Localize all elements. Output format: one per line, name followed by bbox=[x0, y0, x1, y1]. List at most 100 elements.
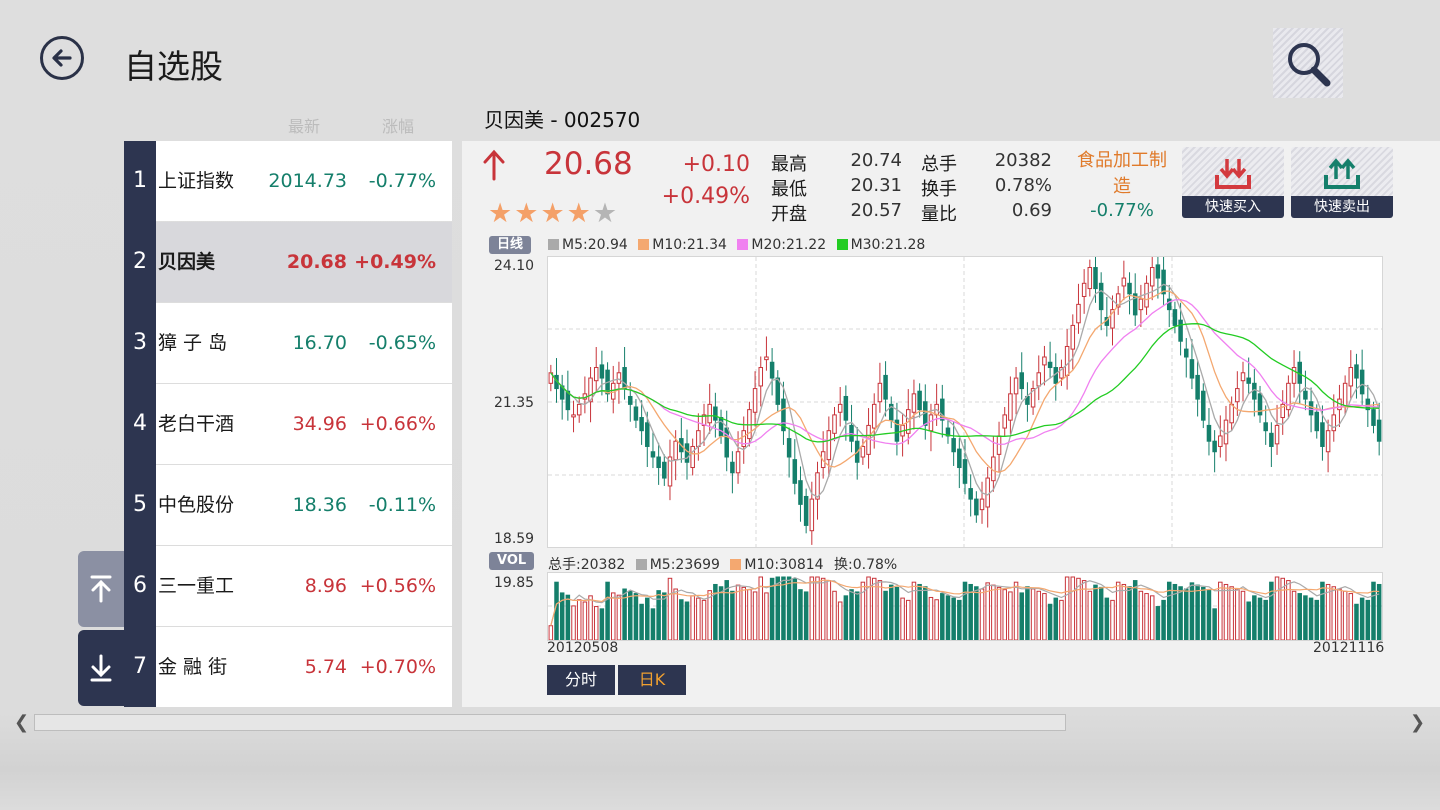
volume-bar bbox=[826, 580, 832, 640]
volume-bar bbox=[968, 583, 973, 640]
volume-bar bbox=[1325, 583, 1331, 640]
quick-buy-button[interactable]: 快速买入 bbox=[1182, 147, 1284, 218]
candle bbox=[593, 367, 599, 382]
volume-m10-legend: M10:30814 bbox=[744, 557, 824, 573]
y-tick-low: 18.59 bbox=[494, 531, 535, 547]
watchlist-row[interactable]: 4 老白干酒 34.96 +0.66% bbox=[124, 384, 452, 464]
candle bbox=[656, 456, 661, 469]
back-button[interactable] bbox=[40, 36, 84, 80]
stock-price: 16.70 bbox=[292, 332, 347, 354]
volume-bar bbox=[639, 603, 644, 640]
change-percent: +0.49% bbox=[661, 184, 750, 209]
watchlist-row[interactable]: 6 三一重工 8.96 +0.56% bbox=[124, 546, 452, 626]
volume-bar bbox=[1331, 586, 1337, 640]
volume-chart[interactable] bbox=[547, 572, 1383, 641]
scroll-to-top-button[interactable] bbox=[78, 551, 124, 627]
industry-name[interactable]: 食品加工制造 bbox=[1077, 150, 1167, 197]
stock-change: -0.11% bbox=[368, 494, 436, 516]
volume-bar bbox=[690, 595, 695, 640]
volume-bar bbox=[803, 591, 809, 640]
star-empty-icon: ★ bbox=[592, 198, 620, 229]
volume-bar bbox=[707, 590, 712, 640]
volume-bar bbox=[957, 599, 962, 640]
volume-bar bbox=[962, 581, 968, 640]
industry-change: -0.77% bbox=[1090, 200, 1154, 221]
candle bbox=[883, 374, 888, 400]
watchlist-row[interactable]: 5 中色股份 18.36 -0.11% bbox=[124, 465, 452, 545]
horizontal-scrollbar[interactable] bbox=[34, 714, 1066, 731]
candle bbox=[815, 472, 820, 500]
scroll-left-icon[interactable]: ❮ bbox=[14, 712, 30, 733]
candle bbox=[1229, 403, 1234, 424]
ma30-legend: M30:21.28 bbox=[850, 237, 926, 253]
volume-bar bbox=[866, 576, 871, 640]
volume-bar bbox=[1263, 599, 1268, 640]
candle bbox=[1178, 319, 1183, 342]
ma5-line bbox=[550, 283, 1380, 498]
stock-change: +0.66% bbox=[359, 413, 436, 435]
search-icon bbox=[1288, 43, 1331, 87]
change-absolute: +0.10 bbox=[682, 152, 750, 177]
stock-name: 三一重工 bbox=[158, 575, 235, 597]
search-button[interactable] bbox=[1273, 28, 1343, 98]
tab-intraday[interactable]: 分时 bbox=[547, 665, 615, 695]
volume-bar bbox=[610, 592, 616, 640]
candle bbox=[979, 498, 985, 511]
volume-bar bbox=[877, 580, 883, 640]
stock-name: 金 融 街 bbox=[158, 656, 228, 678]
candle bbox=[1042, 356, 1047, 366]
watchlist-row[interactable]: 2 贝因美 20.68 +0.49% bbox=[124, 222, 452, 302]
volume-bar bbox=[854, 591, 860, 640]
volume-bar bbox=[1246, 601, 1251, 640]
candle bbox=[917, 390, 922, 411]
candle bbox=[599, 364, 605, 379]
row-cell: 老白干酒 34.96 +0.66% bbox=[156, 384, 452, 464]
volume-bar bbox=[809, 576, 815, 640]
tab-daily-k[interactable]: 日K bbox=[618, 665, 686, 695]
candle bbox=[1166, 298, 1172, 311]
candle bbox=[1331, 414, 1337, 432]
quick-buy-label: 快速买入 bbox=[1182, 196, 1284, 218]
candle bbox=[1365, 398, 1371, 411]
volume-bar bbox=[985, 582, 990, 640]
candle bbox=[894, 419, 900, 442]
volume-bar bbox=[571, 605, 576, 640]
stock-change: -0.77% bbox=[368, 170, 436, 192]
candle bbox=[1263, 422, 1268, 432]
volume-bar bbox=[1308, 597, 1314, 640]
volume-bar bbox=[679, 599, 684, 640]
candlestick-chart[interactable] bbox=[547, 256, 1383, 548]
watchlist-row[interactable]: 3 獐 子 岛 16.70 -0.65% bbox=[124, 303, 452, 383]
volume-bar bbox=[764, 592, 769, 640]
volume-bar bbox=[1064, 576, 1070, 640]
volume-turnover-legend: 换:0.78% bbox=[834, 557, 898, 573]
volume-bar bbox=[1212, 608, 1217, 640]
quick-sell-button[interactable]: 快速卖出 bbox=[1291, 147, 1393, 218]
volume-bar bbox=[1121, 583, 1127, 640]
row-cell: 獐 子 岛 16.70 -0.65% bbox=[156, 303, 452, 383]
scroll-right-icon[interactable]: ❯ bbox=[1410, 712, 1426, 733]
volume-bar bbox=[1337, 588, 1342, 640]
candle bbox=[866, 424, 871, 455]
volume-bar bbox=[656, 590, 661, 640]
row-cell: 上证指数 2014.73 -0.77% bbox=[156, 141, 452, 221]
volume-bar bbox=[1110, 599, 1115, 640]
candle bbox=[747, 409, 752, 440]
volume-bar bbox=[650, 608, 656, 640]
candle bbox=[588, 377, 593, 403]
volume-bar bbox=[1138, 590, 1144, 640]
open-value: 20.57 bbox=[850, 200, 902, 221]
watchlist-row[interactable]: 1 上证指数 2014.73 -0.77% bbox=[124, 141, 452, 221]
candle bbox=[968, 488, 973, 500]
volume-bar bbox=[1070, 576, 1076, 640]
move-down-button[interactable] bbox=[78, 630, 124, 706]
watchlist-row[interactable]: 7 金 融 街 5.74 +0.70% bbox=[124, 627, 452, 707]
row-index: 5 bbox=[133, 492, 147, 517]
candle bbox=[957, 448, 962, 469]
candle bbox=[1110, 309, 1115, 329]
last-price: 20.68 bbox=[544, 146, 633, 182]
candle bbox=[1002, 414, 1007, 429]
volume-bar bbox=[792, 578, 798, 640]
stock-change: +0.70% bbox=[359, 656, 436, 678]
stock-change: +0.49% bbox=[354, 251, 436, 273]
